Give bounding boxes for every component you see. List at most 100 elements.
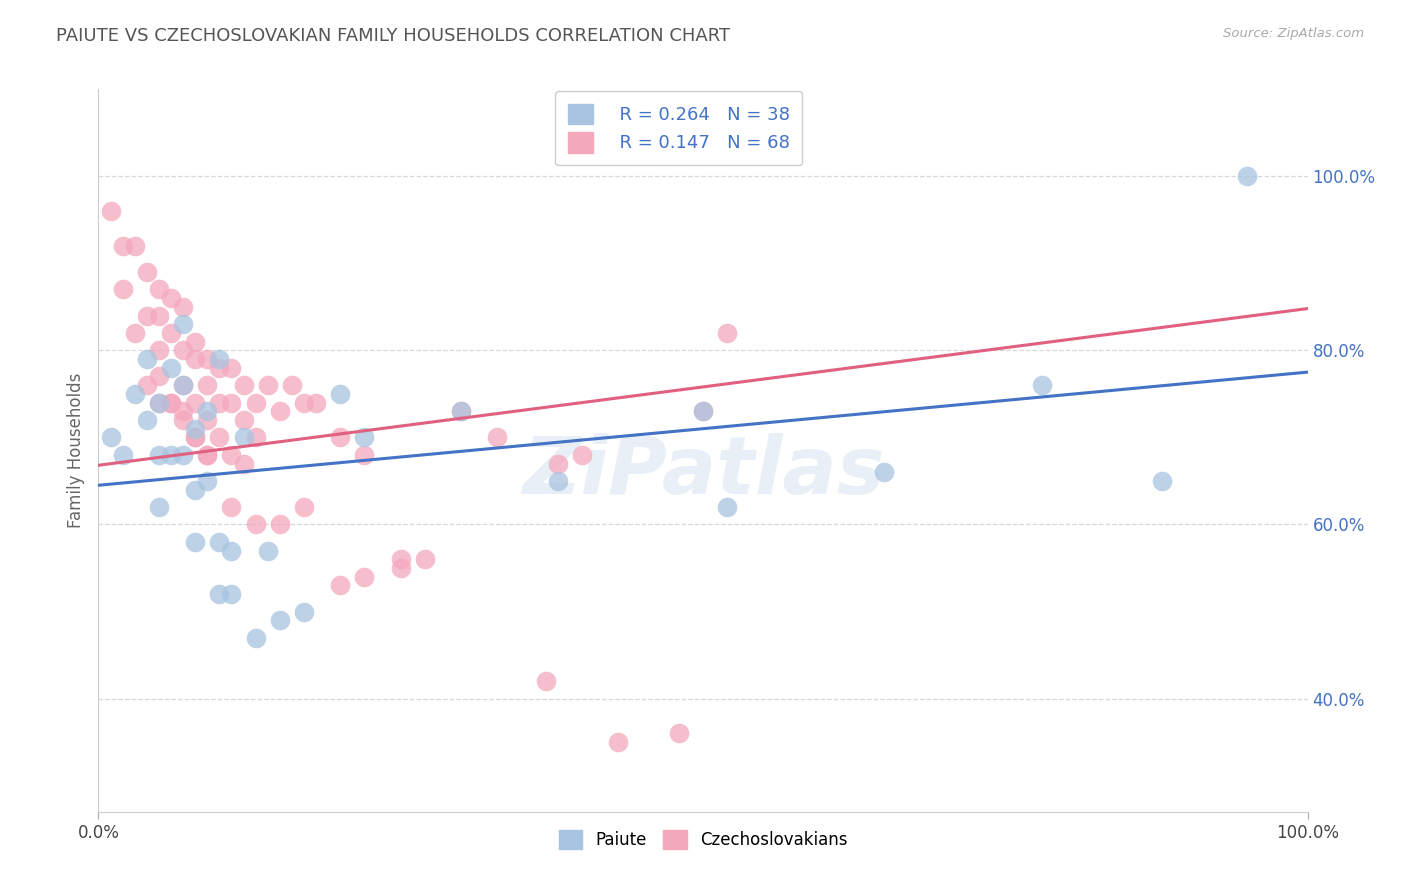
Point (195, 448, 218, 462)
Point (148, 282, 170, 296)
Point (269, 517, 291, 532)
Point (124, 387, 146, 401)
Point (184, 430, 207, 444)
Point (184, 422, 207, 436)
Point (692, 404, 714, 418)
Point (208, 395, 231, 409)
Point (148, 448, 170, 462)
Point (571, 448, 593, 462)
Point (486, 430, 509, 444)
Point (184, 430, 207, 444)
Point (413, 552, 436, 566)
Point (1031, 378, 1053, 392)
Point (692, 404, 714, 418)
Point (135, 378, 157, 392)
Point (221, 500, 243, 514)
Point (195, 352, 218, 367)
Point (245, 631, 267, 645)
Point (534, 674, 557, 689)
Point (172, 448, 194, 462)
Point (160, 395, 183, 409)
Point (232, 457, 254, 471)
Point (172, 317, 194, 331)
Point (160, 395, 183, 409)
Point (100, 430, 122, 444)
Point (269, 613, 291, 627)
Point (172, 300, 194, 314)
Point (232, 430, 254, 444)
Point (208, 352, 231, 367)
Point (172, 404, 194, 418)
Point (668, 726, 690, 740)
Point (329, 430, 352, 444)
Point (148, 395, 170, 409)
Point (292, 605, 315, 619)
Point (221, 587, 243, 601)
Point (329, 387, 352, 401)
Point (111, 239, 134, 253)
Point (195, 448, 218, 462)
Point (208, 534, 231, 549)
Point (245, 430, 267, 444)
Point (607, 735, 630, 749)
Point (1152, 474, 1174, 488)
Point (135, 309, 157, 323)
Point (281, 378, 304, 392)
Point (184, 395, 207, 409)
Point (450, 404, 472, 418)
Point (208, 430, 231, 444)
Point (232, 413, 254, 427)
Point (148, 309, 170, 323)
Point (716, 326, 738, 340)
Point (256, 378, 278, 392)
Point (148, 395, 170, 409)
Point (184, 334, 207, 349)
Point (160, 360, 183, 375)
Point (124, 239, 146, 253)
Point (269, 404, 291, 418)
Point (195, 413, 218, 427)
Point (221, 395, 243, 409)
Point (389, 552, 412, 566)
Point (124, 326, 146, 340)
Point (172, 343, 194, 358)
Point (873, 465, 896, 479)
Point (172, 413, 194, 427)
Point (135, 265, 157, 279)
Point (160, 326, 183, 340)
Point (135, 413, 157, 427)
Text: ZiPatlas: ZiPatlas (522, 434, 884, 511)
Point (221, 360, 243, 375)
Point (172, 378, 194, 392)
Point (245, 517, 267, 532)
Point (160, 291, 183, 305)
Point (148, 343, 170, 358)
Point (547, 474, 569, 488)
Point (184, 483, 207, 497)
Point (184, 352, 207, 367)
Point (195, 378, 218, 392)
Point (195, 404, 218, 418)
Point (221, 543, 243, 558)
Point (148, 369, 170, 384)
Point (305, 395, 328, 409)
Point (292, 500, 315, 514)
Point (389, 561, 412, 575)
Point (245, 395, 267, 409)
Point (353, 570, 375, 584)
Point (450, 404, 472, 418)
Point (329, 578, 352, 592)
Point (172, 378, 194, 392)
Text: PAIUTE VS CZECHOSLOVAKIAN FAMILY HOUSEHOLDS CORRELATION CHART: PAIUTE VS CZECHOSLOVAKIAN FAMILY HOUSEHO… (56, 27, 730, 45)
Point (353, 448, 375, 462)
Text: Source: ZipAtlas.com: Source: ZipAtlas.com (1223, 27, 1364, 40)
Point (256, 543, 278, 558)
Point (160, 448, 183, 462)
Point (547, 457, 569, 471)
Point (716, 500, 738, 514)
Point (208, 587, 231, 601)
Point (135, 352, 157, 367)
Point (111, 448, 134, 462)
Point (292, 395, 315, 409)
Point (221, 448, 243, 462)
